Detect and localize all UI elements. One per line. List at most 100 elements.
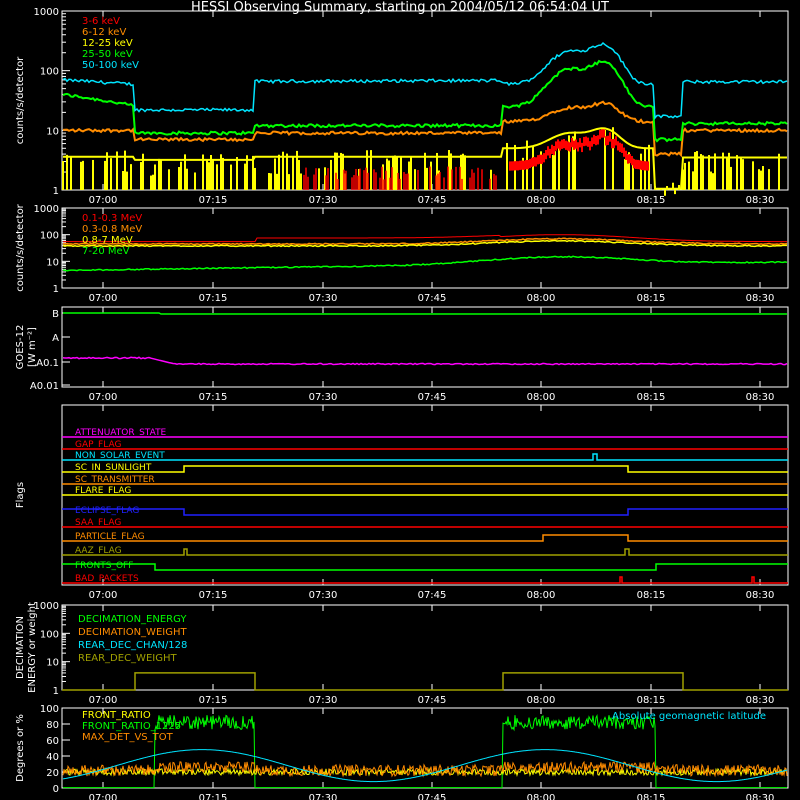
flag-label: FRONTS_OFF [75,561,133,571]
legend-entry: REAR_DEC_WEIGHT [78,653,177,664]
flag-line-non-solar-event [62,453,788,461]
flag-label: SAA_FLAG [75,518,121,528]
legend-entry: FRONT_RATIO_1225 [82,721,181,732]
panel-frame-goes [61,306,789,388]
x-tick-label: 07:30 [309,195,338,206]
x-tick-label: 07:30 [309,590,338,601]
flag-line-fronts-off [62,563,788,571]
x-tick-label: 07:15 [199,590,228,601]
x-tick-label: 08:00 [527,392,556,403]
x-tick-label: 07:30 [309,392,338,403]
y-tick-label: 1000 [34,601,59,612]
x-tick-label: 08:15 [637,195,666,206]
x-tick-label: 08:00 [527,793,556,800]
y-axis-label-2: ENERGY or weight [27,602,38,693]
x-tick-label: 07:45 [418,695,447,706]
x-tick-label: 07:15 [199,793,228,800]
line-7-20-mev [62,255,788,272]
y-tick-label: B [52,309,59,320]
flag-label: BAD_PACKETS [75,574,139,584]
x-tick-label: 07:45 [418,293,447,304]
x-tick-label: 08:30 [746,590,775,601]
legend-entry: DECIMATION_ENERGY [78,614,187,625]
line-6-12-kev [62,100,788,158]
y-axis-label: Degrees or % [15,714,26,782]
y-tick-label: 100 [40,67,59,78]
y-tick-label: 10 [46,257,59,268]
x-tick-label: 07:15 [199,293,228,304]
line-12-25-kev [63,127,787,190]
x-tick-label: 08:15 [637,293,666,304]
y-tick-label: 1 [53,686,59,697]
flag-label: FLARE_FLAG [75,486,131,496]
legend-entry: FRONT_RATIO [82,710,151,721]
front-ratio-1225-line [63,714,787,789]
flag-label: PARTICLE_FLAG [75,532,145,542]
legend-entry: MAX_DET_VS_TOT [82,732,174,743]
y-tick-label: 1000 [34,204,59,215]
x-tick-label: 07:00 [89,695,118,706]
y-tick-label: 1 [53,186,59,197]
goes-long-line [63,312,787,315]
flag-label: AAZ_FLAG [75,546,122,556]
x-tick-label: 07:15 [199,695,228,706]
y-tick-label: A0.1 [36,358,59,369]
flag-label: GAP_FLAG [75,440,121,450]
flag-label: NON_SOLAR_EVENT [75,451,165,461]
y-axis-label-2: [W m⁻²] [27,327,38,367]
goes-short-line [62,356,788,366]
x-tick-label: 07:45 [418,590,447,601]
y-tick-label: 80 [46,720,59,731]
flag-line-aaz-flag [62,548,788,556]
x-tick-label: 07:45 [418,392,447,403]
legend-entry: 50-100 keV [82,60,139,71]
flag-line-eclipse-flag [62,508,788,516]
legend-entry: 7-20 MeV [82,246,130,257]
x-tick-label: 08:15 [637,793,666,800]
panel-frame-gamma [61,207,789,289]
line-50-100-kev [62,41,788,120]
x-tick-label: 08:15 [637,392,666,403]
x-tick-label: 08:30 [746,392,775,403]
x-tick-label: 07:00 [89,793,118,800]
y-axis-label: DECIMATION [15,616,26,679]
x-tick-label: 07:30 [309,793,338,800]
x-tick-label: 08:15 [637,590,666,601]
y-tick-label: 60 [46,736,59,747]
y-tick-label: A [52,333,59,344]
legend-entry: REAR_DEC_CHAN/128 [78,640,187,651]
x-tick-label: 07:15 [199,392,228,403]
y-tick-label: 1 [53,284,59,295]
x-tick-label: 08:30 [746,195,775,206]
legend-entry: 0.1-0.3 MeV [82,213,142,224]
legend-entry: 25-50 keV [82,49,133,60]
y-axis-label: counts/s/detector [15,56,26,144]
x-tick-label: 07:30 [309,293,338,304]
max-det-vs-tot-line [62,760,788,778]
y-tick-label: 10 [46,658,59,669]
y-tick-label: 100 [40,629,59,640]
y-tick-label: 40 [46,752,59,763]
y-tick-label: A0.01 [30,381,59,392]
y-axis-label: GOES-12 [15,325,26,370]
x-tick-label: 07:15 [199,195,228,206]
legend-entry: DECIMATION_WEIGHT [78,627,187,638]
x-tick-label: 07:00 [89,590,118,601]
x-tick-label: 08:30 [746,293,775,304]
y-axis-label: Flags [15,482,26,508]
legend-entry: 3-6 keV [82,16,120,27]
x-tick-label: 07:30 [309,695,338,706]
x-tick-label: 08:00 [527,590,556,601]
y-tick-label: 100 [40,231,59,242]
y-tick-label: 20 [46,768,59,779]
x-tick-label: 08:15 [637,695,666,706]
x-tick-label: 07:00 [89,195,118,206]
line-0-3-0-8-mev [62,237,788,246]
legend-entry: 0.8-7 MeV [82,235,133,246]
flag-label: ECLIPSE_FLAG [75,506,139,516]
legend-entry: 12-25 keV [82,38,133,49]
rear-dec-weight-line [62,672,788,691]
flag-label: SC_TRANSMITTER [75,475,155,485]
geomagnetic-latitude-label: Absolute geomagnetic latitude [612,711,766,722]
